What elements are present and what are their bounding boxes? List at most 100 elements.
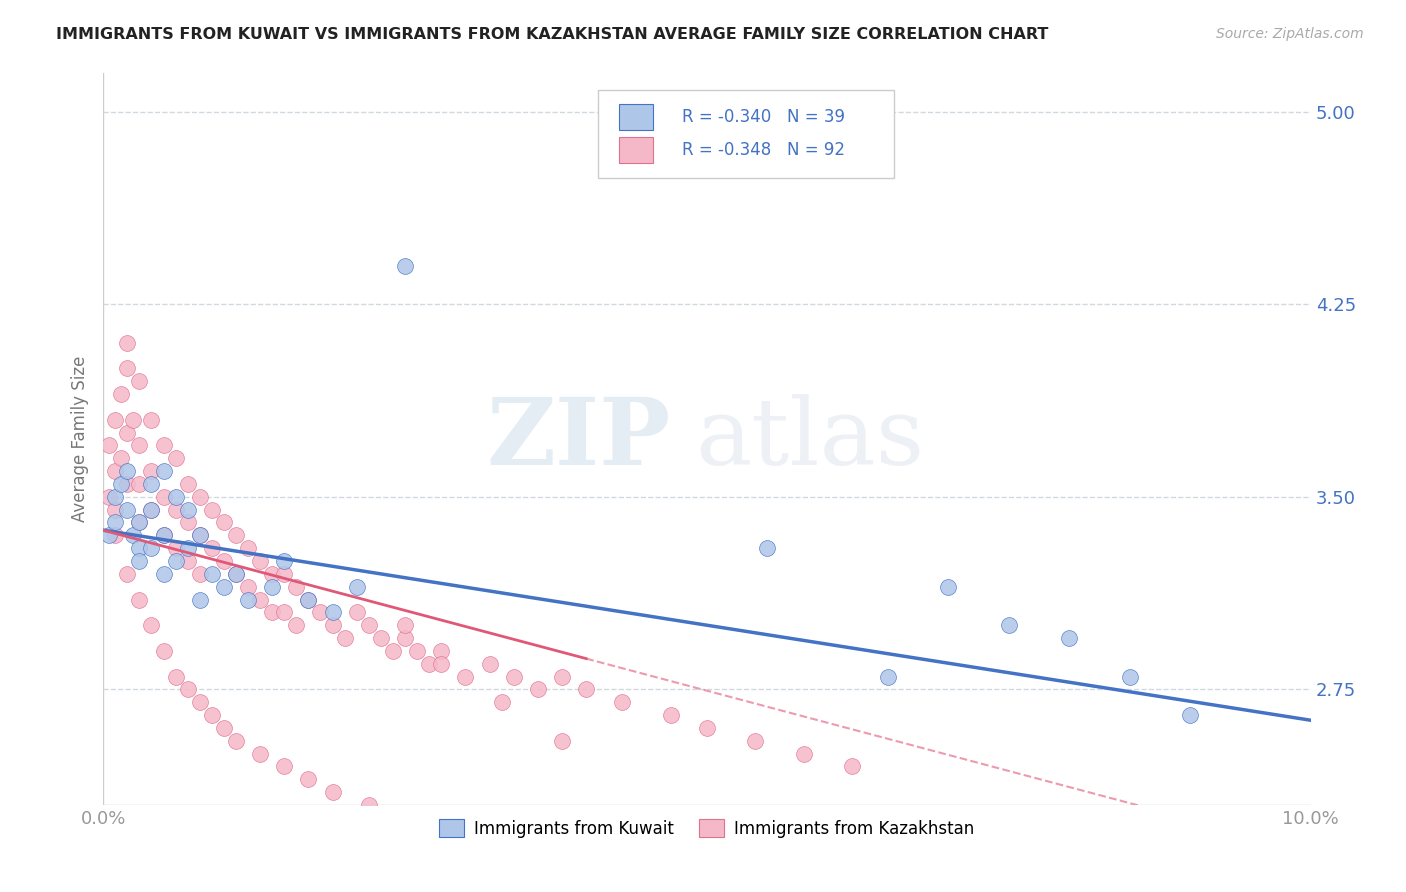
Point: [225, 566, 247, 581]
Point: [551, 670, 574, 684]
Point: [188, 566, 211, 581]
Point: [152, 528, 174, 542]
Point: [938, 580, 960, 594]
Point: [744, 733, 766, 747]
Point: [394, 631, 416, 645]
Point: [273, 606, 295, 620]
FancyBboxPatch shape: [619, 137, 652, 163]
Point: [1178, 708, 1201, 723]
Point: [128, 374, 150, 388]
Point: [104, 464, 127, 478]
Point: [201, 541, 224, 556]
Point: [152, 528, 174, 542]
Point: [176, 682, 198, 697]
Point: [527, 682, 550, 697]
Point: [104, 516, 127, 530]
Point: [165, 670, 187, 684]
Point: [225, 528, 247, 542]
Point: [188, 490, 211, 504]
Point: [110, 477, 132, 491]
Point: [141, 502, 163, 516]
Point: [262, 566, 284, 581]
Point: [104, 413, 127, 427]
Point: [418, 657, 440, 671]
Point: [346, 606, 368, 620]
Point: [357, 797, 380, 812]
Point: [117, 502, 139, 516]
Point: [104, 490, 127, 504]
Point: [122, 528, 145, 542]
Point: [381, 644, 404, 658]
Point: [333, 631, 356, 645]
Point: [152, 644, 174, 658]
Text: atlas: atlas: [695, 394, 924, 484]
Point: [236, 580, 259, 594]
Point: [165, 451, 187, 466]
Text: R = -0.348   N = 92: R = -0.348 N = 92: [682, 141, 845, 159]
Point: [188, 528, 211, 542]
Point: [430, 657, 453, 671]
Point: [128, 438, 150, 452]
Point: [165, 541, 187, 556]
Point: [575, 682, 598, 697]
Point: [346, 580, 368, 594]
Point: [188, 695, 211, 709]
Point: [176, 502, 198, 516]
Point: [236, 592, 259, 607]
Point: [117, 361, 139, 376]
Point: [756, 541, 779, 556]
Point: [176, 541, 198, 556]
Point: [249, 592, 271, 607]
Legend: Immigrants from Kuwait, Immigrants from Kazakhstan: Immigrants from Kuwait, Immigrants from …: [433, 813, 981, 844]
Point: [1118, 670, 1140, 684]
Point: [309, 606, 332, 620]
Point: [212, 554, 235, 568]
Point: [273, 759, 295, 773]
Point: [212, 721, 235, 735]
Point: [502, 670, 524, 684]
Point: [322, 785, 344, 799]
Point: [117, 477, 139, 491]
Point: [877, 670, 900, 684]
Point: [225, 733, 247, 747]
Point: [454, 670, 477, 684]
Point: [793, 747, 815, 761]
Point: [117, 425, 139, 440]
Point: [612, 695, 634, 709]
Point: [297, 772, 319, 787]
Point: [128, 477, 150, 491]
Point: [394, 618, 416, 632]
Point: [659, 708, 682, 723]
Point: [370, 631, 392, 645]
Point: [201, 566, 224, 581]
Point: [491, 695, 513, 709]
Point: [152, 566, 174, 581]
Point: [273, 554, 295, 568]
Point: [141, 413, 163, 427]
Point: [176, 477, 198, 491]
Point: [128, 554, 150, 568]
Point: [406, 644, 429, 658]
Y-axis label: Average Family Size: Average Family Size: [72, 356, 89, 522]
Point: [176, 554, 198, 568]
Point: [98, 438, 121, 452]
Point: [478, 657, 501, 671]
Point: [117, 335, 139, 350]
Text: ZIP: ZIP: [486, 394, 671, 484]
Point: [273, 566, 295, 581]
Point: [322, 618, 344, 632]
Point: [285, 580, 308, 594]
Point: [297, 592, 319, 607]
Point: [201, 502, 224, 516]
Point: [104, 502, 127, 516]
Point: [394, 259, 416, 273]
Point: [201, 708, 224, 723]
Point: [225, 566, 247, 581]
Point: [110, 387, 132, 401]
Point: [165, 554, 187, 568]
Point: [249, 747, 271, 761]
Point: [98, 490, 121, 504]
Point: [122, 413, 145, 427]
Point: [152, 438, 174, 452]
Point: [212, 580, 235, 594]
